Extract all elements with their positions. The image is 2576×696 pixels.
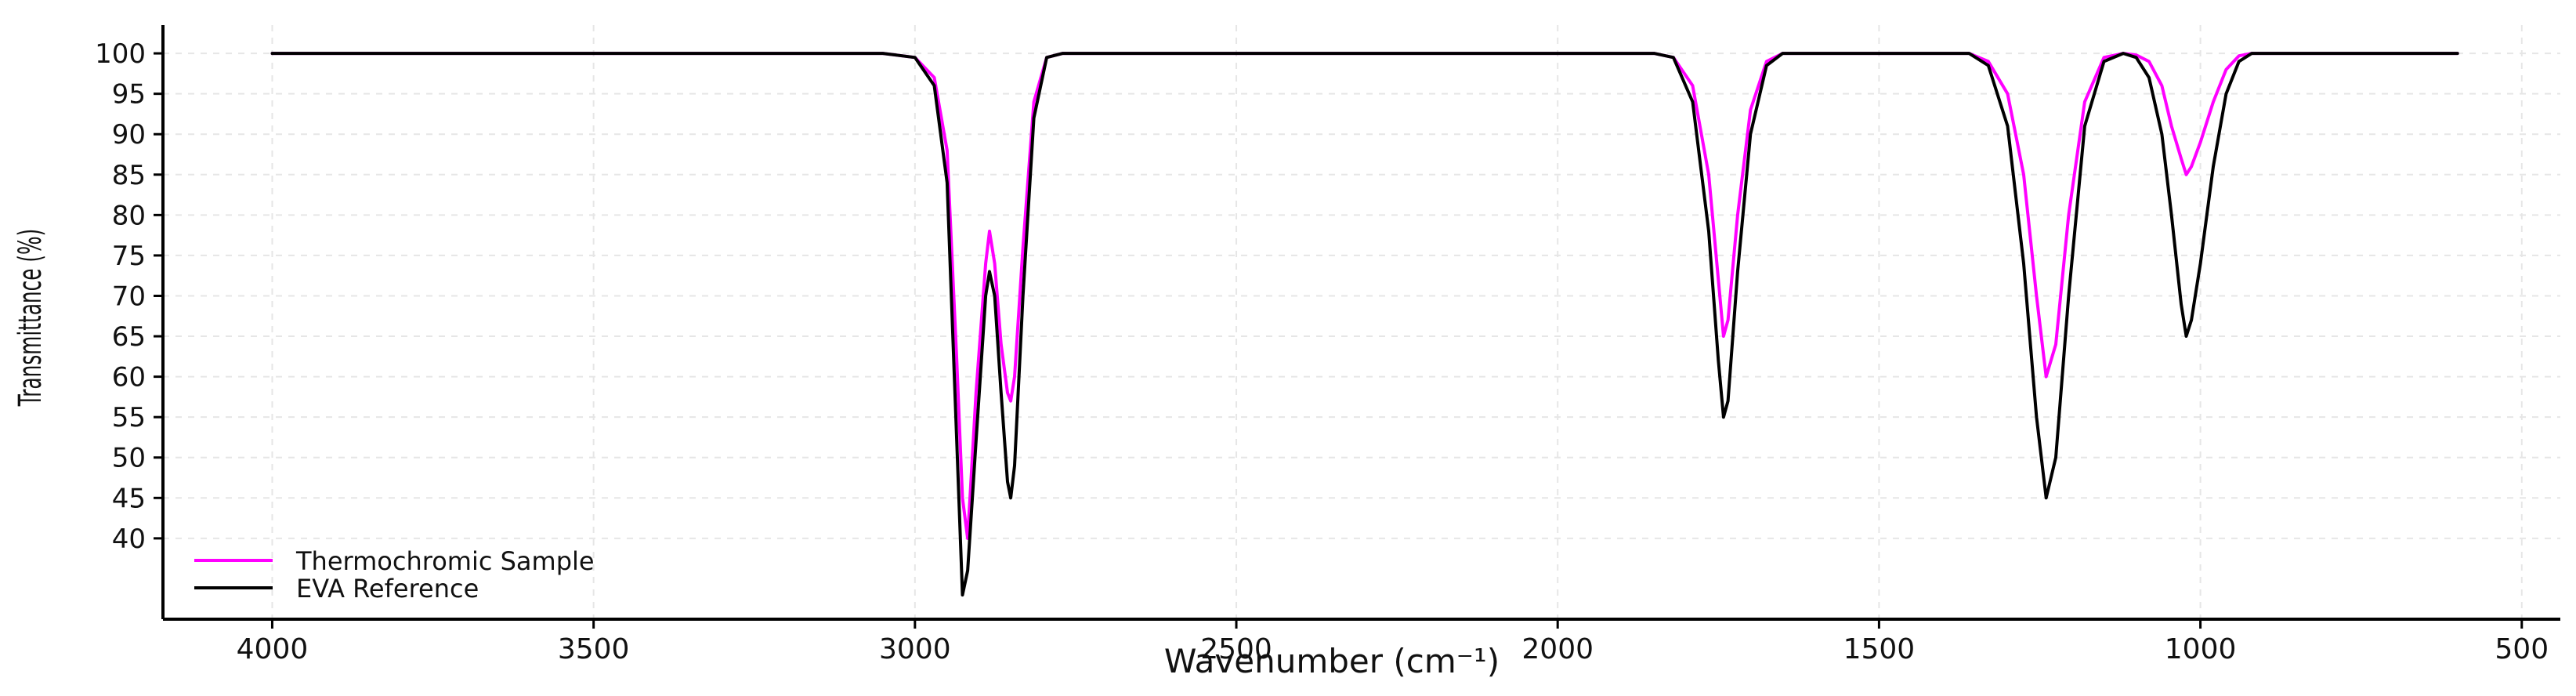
y-tick-label: 70 [112, 281, 146, 312]
y-tick-label: 80 [112, 200, 146, 231]
y-tick-labels: 40 45 50 55 60 65 70 75 80 85 90 95 100 [95, 38, 146, 555]
x-axis-label: Wavenumber (cm⁻¹) [1164, 642, 1500, 680]
y-tick-label: 40 [112, 524, 146, 555]
y-tick-label: 60 [112, 362, 146, 393]
x-tick-labels: 4000 3500 3000 2500 2000 1500 1000 500 [237, 633, 2549, 665]
y-tick-label: 55 [112, 402, 146, 433]
legend: Thermochromic Sample EVA Reference [194, 546, 595, 604]
series-line-eva-reference [270, 52, 2459, 597]
x-tick-label: 500 [2495, 633, 2549, 665]
y-tick-label: 75 [112, 241, 146, 272]
y-tick-label: 95 [112, 79, 146, 111]
legend-label-eva: EVA Reference [296, 574, 479, 604]
y-tick-label: 85 [112, 160, 146, 191]
legend-label-thermochromic: Thermochromic Sample [295, 546, 595, 576]
y-axis-label: Transmittance (%) [12, 229, 49, 407]
series-lines [270, 52, 2459, 597]
grid-lines [163, 25, 2560, 619]
x-tick-label: 1000 [2165, 633, 2237, 665]
x-tick-label: 2500 [1200, 633, 1272, 665]
axes [154, 25, 2560, 629]
x-tick-label: 3000 [879, 633, 951, 665]
x-tick-label: 3500 [558, 633, 630, 665]
y-tick-label: 50 [112, 443, 146, 474]
y-tick-label: 45 [112, 483, 146, 514]
y-tick-label: 100 [95, 38, 146, 70]
y-tick-label: 65 [112, 321, 146, 353]
x-tick-label: 4000 [237, 633, 309, 665]
y-tick-label: 90 [112, 119, 146, 150]
x-tick-label: 2000 [1521, 633, 1594, 665]
x-tick-label: 1500 [1843, 633, 1916, 665]
series-line-thermochromic-sample [270, 52, 2459, 540]
